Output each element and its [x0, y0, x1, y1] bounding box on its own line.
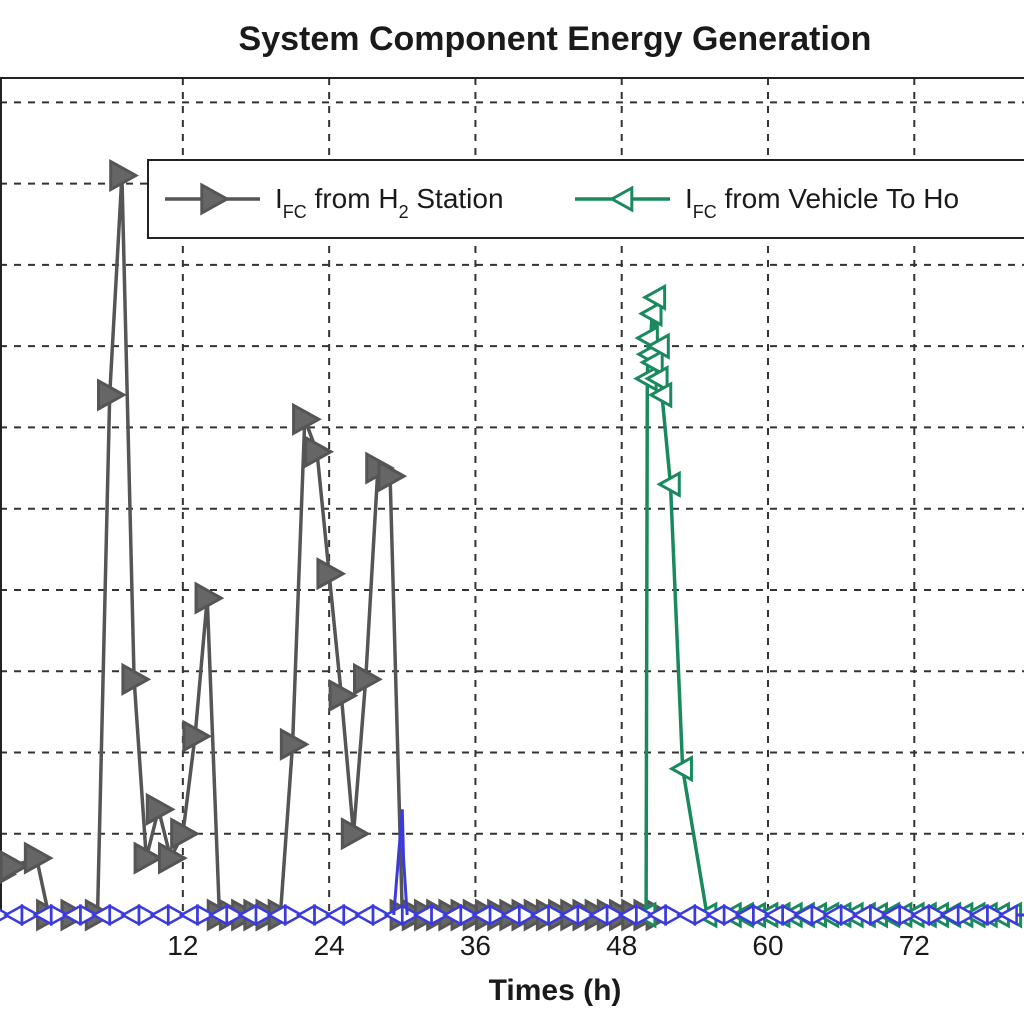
series-0-point-23: [304, 435, 335, 469]
legend-label-1: IFC from Vehicle To Ho: [685, 183, 959, 222]
baseline-marker-38: [547, 903, 568, 927]
baseline-marker-64: [927, 903, 948, 927]
series-0-point-25: [328, 679, 359, 713]
baseline-marker-18: [254, 903, 275, 927]
series-layer: [0, 158, 1024, 932]
x-tick-label-12: 12: [167, 930, 198, 961]
baseline-marker-24: [342, 903, 363, 927]
baseline-marker-34: [488, 903, 509, 927]
baseline-marker-20: [284, 903, 305, 927]
series-1-point-7: [644, 365, 669, 393]
legend-label-0-sub2: 2: [399, 202, 409, 222]
baseline-marker-52: [752, 903, 773, 927]
x-tick-label-72: 72: [899, 930, 930, 961]
baseline-marker-4: [50, 903, 71, 927]
baseline-marker-46: [664, 903, 685, 927]
series-0-point-11: [157, 841, 188, 875]
baseline-marker-12: [167, 903, 188, 927]
series-1-point-11: [668, 755, 693, 783]
baseline-marker-44: [635, 903, 656, 927]
chart-title: System Component Energy Generation: [239, 20, 872, 58]
legend-label-0-main: I: [275, 183, 283, 214]
series-0-point-14: [194, 581, 225, 615]
series-1-point-9: [647, 381, 673, 409]
x-tick-label-60: 60: [752, 930, 783, 961]
legend-label-0: IFC from H2 Station: [275, 183, 504, 222]
x-tick-label-36: 36: [460, 930, 491, 961]
baseline-marker-54: [781, 903, 802, 927]
x-tick-labels: 12 24 36 48 60 72: [167, 930, 930, 961]
baseline-marker-14: [196, 903, 217, 927]
series-0-point-2: [23, 841, 54, 875]
series-0-point-9: [133, 841, 164, 875]
legend: IFC from H2 Station IFC from Vehicle To H…: [147, 159, 1024, 239]
series-0-point-27: [353, 662, 383, 696]
baseline-marker-30: [430, 903, 451, 927]
baseline-marker-8: [108, 903, 129, 927]
legend-label-1-main: I: [685, 183, 693, 214]
series-0-point-13: [182, 719, 213, 753]
baseline-marker-26: [371, 903, 392, 927]
baseline-marker-40: [576, 903, 597, 927]
baseline-marker-66: [957, 903, 978, 927]
series-1-point-10: [656, 470, 681, 498]
baseline-marker-62: [898, 903, 919, 927]
baseline-marker-68: [986, 903, 1007, 927]
series-0-point-21: [279, 727, 310, 761]
baseline-marker-48: [693, 903, 714, 927]
series-1-point-8: [645, 332, 670, 360]
baseline-marker-16: [225, 903, 246, 927]
baseline-marker-42: [605, 903, 626, 927]
series-0-point-6: [97, 378, 127, 412]
legend-marker-0: [200, 182, 231, 216]
legend-marker-1: [608, 185, 634, 213]
series-0-point-22: [292, 402, 322, 436]
series-0-point-29: [377, 459, 408, 493]
baseline-marker-6: [79, 903, 100, 927]
baseline-marker-22: [313, 903, 334, 927]
legend-label-0-tail: Station: [409, 183, 504, 214]
legend-label-0-mid: from H: [307, 183, 399, 214]
series-0-point-24: [316, 557, 347, 591]
baseline-marker-2: [20, 903, 41, 927]
baseline-marker-32: [459, 903, 480, 927]
series-0-point-7: [109, 158, 139, 193]
baseline-spike: [392, 809, 409, 916]
x-tick-label-24: 24: [314, 930, 345, 961]
baseline-marker-60: [869, 903, 890, 927]
legend-label-1-sub: FC: [693, 202, 717, 222]
series-0-point-12: [170, 817, 200, 851]
series-1-point-6: [641, 283, 667, 311]
baseline-marker-58: [840, 903, 861, 927]
series-0-point-10: [145, 792, 176, 826]
x-axis-label: Times (h): [489, 974, 622, 1007]
baseline-marker-50: [722, 903, 744, 927]
series-0-point-8: [121, 662, 152, 696]
baseline-marker-56: [810, 903, 831, 927]
series-0-point-1: [0, 849, 30, 883]
legend-label-1-mid: from Vehicle To Ho: [717, 183, 959, 214]
legend-label-0-sub: FC: [283, 202, 307, 222]
series-1-point-4: [638, 300, 663, 328]
x-tick-label-48: 48: [606, 930, 637, 961]
baseline-marker-36: [518, 903, 539, 927]
series-0-point-26: [340, 817, 371, 851]
baseline-marker-10: [137, 903, 158, 927]
baseline-markers: [0, 809, 1024, 927]
series-1-point-5: [639, 348, 664, 376]
baseline-marker-69: [997, 903, 1018, 927]
